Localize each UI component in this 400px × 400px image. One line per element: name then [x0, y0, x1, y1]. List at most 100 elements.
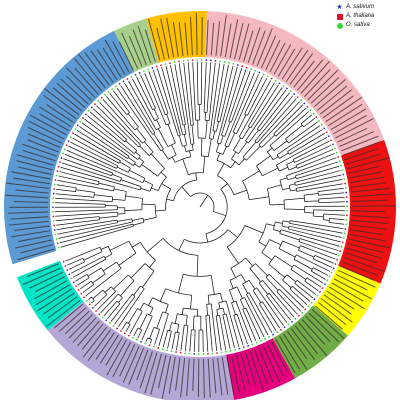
tree-branch — [112, 198, 126, 201]
leaf-label — [345, 153, 381, 165]
leaf-label — [15, 239, 52, 249]
tree-branch — [193, 329, 196, 352]
tree-branch — [258, 282, 269, 295]
tree-branch — [183, 134, 187, 146]
leaf-label — [283, 333, 308, 370]
species-marker — [266, 75, 269, 78]
tree-branch — [235, 301, 253, 343]
tree-branch — [195, 172, 197, 181]
clade-cyan-sector — [17, 260, 84, 331]
tree-branch — [139, 302, 145, 311]
tree-branch — [64, 154, 113, 174]
tree-branch — [238, 80, 272, 138]
tree-arc — [127, 167, 131, 173]
leaf-label — [121, 32, 139, 69]
species-marker — [320, 123, 323, 126]
tree-branch — [293, 264, 324, 284]
leaf-label — [221, 357, 229, 395]
tree-branch — [116, 166, 129, 173]
tree-branch — [125, 324, 131, 332]
leaf-label — [220, 15, 227, 57]
tree-branch — [290, 268, 307, 280]
leaf-label — [308, 312, 340, 343]
clade-pink-sector — [205, 11, 385, 156]
species-marker — [289, 90, 292, 93]
species-marker — [52, 206, 54, 209]
tree-branch — [67, 257, 84, 266]
species-marker — [52, 215, 55, 218]
tree-branch — [88, 296, 92, 300]
species-marker — [304, 308, 307, 311]
leaf-label — [35, 276, 66, 293]
species-marker — [142, 70, 145, 73]
tree-branch — [256, 89, 287, 130]
species-marker — [67, 140, 70, 143]
leaf-label — [58, 307, 87, 332]
leaf-label — [43, 292, 75, 315]
tree-branch — [169, 322, 172, 331]
leaf-label — [84, 51, 110, 86]
tree-branch — [148, 71, 166, 115]
species-marker — [68, 273, 71, 276]
tree-branch — [109, 240, 130, 251]
leaf-label — [252, 30, 266, 65]
tree-branch — [117, 218, 132, 222]
legend-entry-a-thaliana: A. thaliana — [336, 12, 374, 21]
leaf-label — [175, 357, 181, 391]
tree-branch — [267, 147, 273, 153]
tree-branch — [185, 315, 188, 326]
species-marker — [170, 350, 173, 353]
species-marker — [97, 100, 100, 102]
species-marker — [339, 250, 342, 253]
tree-arc — [147, 337, 152, 340]
tree-branch — [281, 225, 289, 228]
tree-branch — [109, 93, 127, 115]
tree-branch — [117, 213, 126, 215]
tree-branch — [318, 201, 345, 204]
species-marker — [332, 267, 335, 270]
species-marker — [274, 80, 277, 82]
tree-branch — [140, 187, 151, 192]
tree-branch — [205, 120, 208, 139]
species-marker — [76, 124, 79, 127]
tree-branch — [136, 128, 147, 141]
species-marker — [187, 59, 189, 62]
tree-branch — [116, 87, 162, 152]
leaf-label — [337, 127, 368, 143]
tree-branch — [304, 200, 319, 202]
leaf-label — [192, 358, 195, 391]
tree-arc — [152, 107, 156, 111]
species-marker — [79, 120, 82, 123]
leaf-label — [26, 263, 60, 277]
tree-branch — [178, 63, 192, 145]
leaf-label — [74, 58, 103, 92]
tree-branch — [227, 229, 238, 238]
species-marker — [209, 59, 212, 62]
leaf-label — [269, 42, 286, 73]
tree-branch — [228, 69, 247, 122]
tree-branch — [300, 245, 336, 260]
tree-branch — [259, 92, 290, 132]
tree-branch — [99, 215, 118, 219]
tree-branch — [160, 171, 167, 178]
leaf-label — [90, 50, 114, 83]
tree-branch — [276, 136, 328, 166]
tree-branch — [87, 267, 102, 277]
leaf-label — [344, 252, 378, 264]
leaf-label — [350, 229, 383, 236]
leaf-label — [99, 334, 119, 364]
species-marker — [220, 351, 223, 354]
leaf-label — [20, 244, 53, 254]
tree-branch — [162, 330, 169, 348]
tree-branch — [167, 331, 172, 349]
tree-branch — [313, 267, 329, 276]
tree-branch — [323, 219, 330, 221]
tree-branch — [181, 186, 191, 197]
tree-branch — [282, 187, 290, 191]
leaf-label — [77, 320, 100, 347]
species-marker — [52, 210, 54, 213]
species-marker — [344, 182, 347, 185]
tree-branch — [144, 141, 154, 153]
tree-branch — [159, 288, 166, 302]
species-marker — [335, 151, 338, 154]
